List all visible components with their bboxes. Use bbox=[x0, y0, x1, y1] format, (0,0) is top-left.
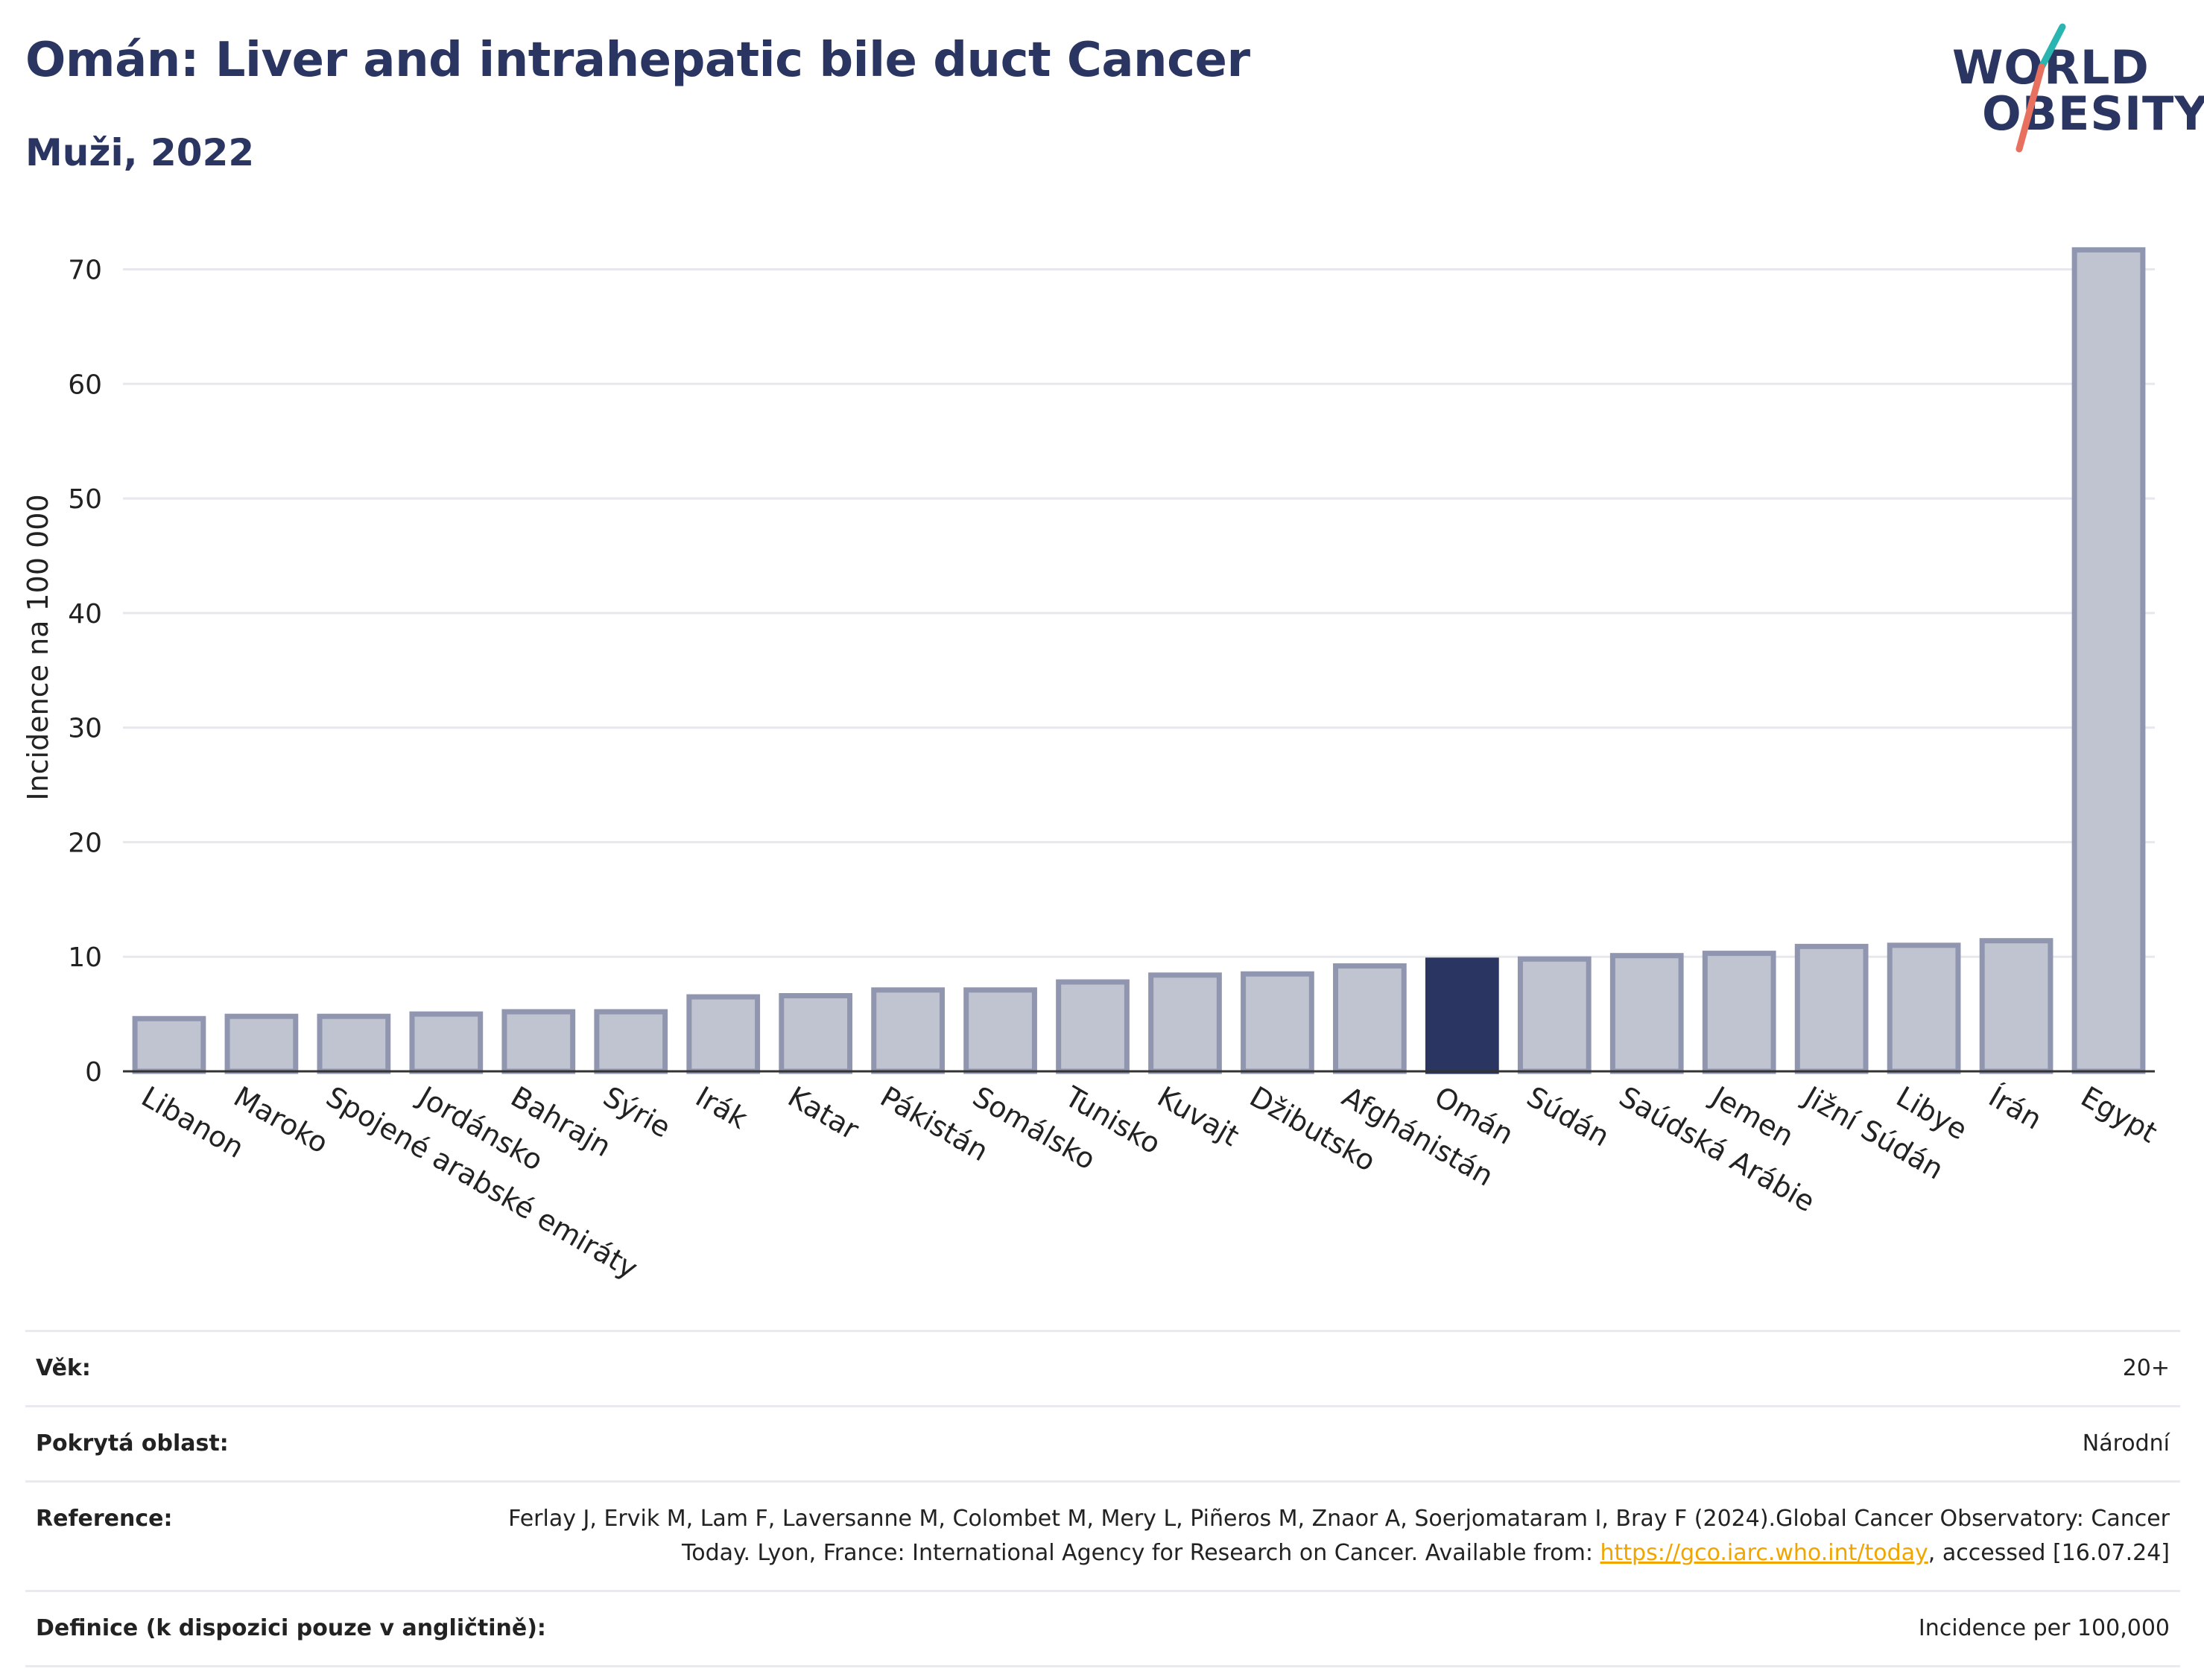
x-tick-label: Egypt bbox=[2076, 1080, 2163, 1150]
definition-value: Incidence per 100,000 bbox=[1918, 1615, 2170, 1641]
bar[interactable] bbox=[779, 993, 853, 1074]
meta-row-reference: Reference: Ferlay J, Ervik M, Lam F, Lav… bbox=[25, 1480, 2180, 1590]
bar[interactable] bbox=[686, 994, 761, 1074]
y-tick-label: 50 bbox=[68, 484, 102, 515]
area-label: Pokrytá oblast: bbox=[36, 1430, 229, 1456]
y-tick-label: 20 bbox=[68, 828, 102, 858]
bar[interactable] bbox=[1609, 953, 1684, 1074]
bar-highlighted[interactable] bbox=[1425, 957, 1499, 1074]
y-axis-label: Incidence na 100 000 bbox=[22, 494, 54, 800]
bar[interactable] bbox=[1241, 971, 1314, 1074]
age-value: 20+ bbox=[2122, 1355, 2170, 1381]
bar[interactable] bbox=[1702, 951, 1776, 1074]
reference-accessed: , accessed [16.07.24] bbox=[1928, 1540, 2170, 1566]
reference-label: Reference: bbox=[36, 1506, 173, 1532]
x-tick-label: Maroko bbox=[228, 1080, 334, 1160]
bar[interactable] bbox=[1056, 979, 1130, 1074]
y-tick-label: 0 bbox=[85, 1057, 102, 1088]
bar[interactable] bbox=[1517, 956, 1592, 1074]
bar[interactable] bbox=[1979, 938, 2053, 1074]
bar[interactable] bbox=[2071, 247, 2146, 1074]
bar[interactable] bbox=[501, 1009, 576, 1074]
logo-text-line2: OBESITY bbox=[1982, 86, 2204, 141]
bar[interactable] bbox=[1794, 943, 1869, 1074]
meta-row-age: Věk: 20+ bbox=[25, 1330, 2180, 1405]
reference-link[interactable]: https://gco.iarc.who.int/today bbox=[1600, 1540, 1928, 1566]
y-tick-label: 40 bbox=[68, 599, 102, 630]
grid-lines bbox=[123, 268, 2155, 958]
bar[interactable] bbox=[317, 1013, 391, 1074]
bar[interactable] bbox=[871, 987, 945, 1074]
bar[interactable] bbox=[1887, 942, 1961, 1074]
x-tick-label: Irák bbox=[690, 1080, 753, 1135]
x-tick-label: Súdán bbox=[1521, 1080, 1615, 1153]
x-tick-label: Libanon bbox=[136, 1080, 249, 1164]
bar[interactable] bbox=[132, 1015, 206, 1074]
x-tick-label: Írán bbox=[1983, 1080, 2048, 1136]
bar[interactable] bbox=[224, 1013, 299, 1074]
bar[interactable] bbox=[1333, 963, 1407, 1074]
reference-text: Ferlay J, Ervik M, Lam F, Laversanne M, … bbox=[508, 1506, 2170, 1566]
meta-row-area: Pokrytá oblast: Národní bbox=[25, 1405, 2180, 1480]
bars bbox=[132, 247, 2146, 1074]
y-tick-label: 70 bbox=[68, 256, 102, 286]
world-obesity-logo[interactable]: WORLD OBESITY bbox=[1937, 22, 2204, 156]
bar[interactable] bbox=[594, 1009, 668, 1074]
metadata-table: Věk: 20+ Pokrytá oblast: Národní Referen… bbox=[25, 1330, 2180, 1667]
age-label: Věk: bbox=[36, 1355, 91, 1381]
y-tick-label: 10 bbox=[68, 942, 102, 973]
x-tick-label: Katar bbox=[782, 1080, 864, 1147]
reference-value: Ferlay J, Ervik M, Lam F, Laversanne M, … bbox=[493, 1502, 2170, 1570]
definition-label: Definice (k dispozici pouze v angličtině… bbox=[36, 1615, 546, 1641]
logo-slash-icon bbox=[2015, 23, 2066, 153]
y-axis-ticks: 0 10 20 30 40 50 60 70 bbox=[68, 256, 102, 1088]
y-tick-label: 30 bbox=[68, 714, 102, 744]
bar[interactable] bbox=[963, 987, 1037, 1074]
bar[interactable] bbox=[1148, 972, 1222, 1074]
y-tick-label: 60 bbox=[68, 370, 102, 400]
x-tick-label: Kuvajt bbox=[1152, 1080, 1244, 1153]
bar[interactable] bbox=[409, 1011, 484, 1074]
meta-row-definition: Definice (k dispozici pouze v angličtině… bbox=[25, 1590, 2180, 1667]
page-subtitle: Muži, 2022 bbox=[25, 131, 255, 174]
area-value: Národní bbox=[2082, 1430, 2170, 1456]
page-title: Omán: Liver and intrahepatic bile duct C… bbox=[25, 33, 1250, 88]
